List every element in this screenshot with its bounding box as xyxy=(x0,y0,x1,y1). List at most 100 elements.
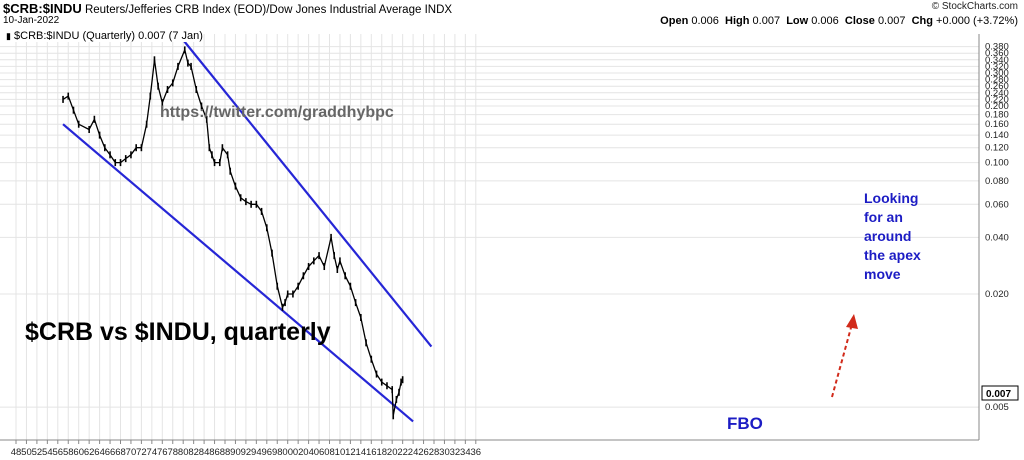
x-tick-label: 80 xyxy=(178,447,189,458)
open-value: 0.006 xyxy=(691,15,719,27)
apex-line-4: the apex xyxy=(864,247,921,263)
close-label: Close xyxy=(844,15,875,27)
x-tick-label: 30 xyxy=(439,447,450,458)
y-tick-label: 0.320 xyxy=(985,61,1009,72)
y-tick-label: 0.080 xyxy=(985,176,1009,187)
x-tick-label: 22 xyxy=(397,447,408,458)
x-tick-label: 76 xyxy=(157,447,168,458)
x-tick-label: 34 xyxy=(460,447,471,458)
symbol: $CRB:$INDU xyxy=(3,1,82,16)
y-axis-ticks: 0.3800.3600.3400.3200.3000.2800.2600.240… xyxy=(985,42,1009,414)
chg-label: Chg xyxy=(911,15,933,27)
trendline xyxy=(182,39,433,348)
x-tick-label: 58 xyxy=(63,447,74,458)
low-label: Low xyxy=(786,15,809,27)
x-tick-label: 96 xyxy=(262,447,273,458)
x-tick-label: 16 xyxy=(366,447,377,458)
x-tick-label: 94 xyxy=(251,447,262,458)
y-tick-label: 0.160 xyxy=(985,119,1009,130)
close-value: 0.007 xyxy=(877,15,906,27)
symbol-description: Reuters/Jefferies CRB Index (EOD)/Dow Jo… xyxy=(84,4,422,16)
x-tick-label: 90 xyxy=(230,447,241,458)
x-tick-label: 50 xyxy=(21,447,32,458)
x-tick-label: 08 xyxy=(324,447,335,458)
x-tick-label: 84 xyxy=(199,447,210,458)
chart-date: 10-Jan-2022 xyxy=(3,15,60,26)
twitter-watermark: https://twitter.com/graddhybpc xyxy=(160,104,394,121)
gridlines xyxy=(0,34,979,440)
x-axis-ticks: 48 50 52 54 56 58 60 62 64 66 68 70 72 74 76 78 80 82 84 86… xyxy=(11,440,481,458)
x-tick-label: 54 xyxy=(42,447,53,458)
x-tick-label: 14 xyxy=(356,447,367,458)
x-tick-label: 74 xyxy=(147,447,158,458)
legend-swatch: ▮ xyxy=(6,31,11,41)
x-tick-label: 62 xyxy=(84,447,95,458)
x-tick-label: 18 xyxy=(376,447,387,458)
x-tick-label: 02 xyxy=(293,447,304,458)
y-tick-label: 0.040 xyxy=(985,232,1009,243)
x-tick-label: 88 xyxy=(220,447,231,458)
low-value: 0.006 xyxy=(811,15,839,27)
y-tick-label: 0.020 xyxy=(985,289,1009,300)
apex-line-1: Looking xyxy=(864,190,918,206)
x-tick-label: 04 xyxy=(303,447,314,458)
close-marker-value: 0.007 xyxy=(986,389,1011,400)
y-tick-label: 0.240 xyxy=(985,88,1009,99)
x-tick-label: 98 xyxy=(272,447,283,458)
fbo-label: FBO xyxy=(727,414,763,433)
y-tick-label: 0.120 xyxy=(985,143,1009,154)
y-tick-label: 0.140 xyxy=(985,130,1009,141)
x-tick-label: 52 xyxy=(32,447,43,458)
high-label: High xyxy=(725,15,750,27)
y-tick-label: 0.340 xyxy=(985,55,1009,66)
apex-arrow xyxy=(831,314,858,398)
trendlines xyxy=(62,39,433,423)
y-tick-label: 0.060 xyxy=(985,199,1009,210)
x-tick-label: 28 xyxy=(429,447,440,458)
x-tick-label: 86 xyxy=(209,447,220,458)
chart-header: $CRB:$INDU Reuters/Jefferies CRB Index (… xyxy=(0,0,1024,34)
series-legend: ▮ $CRB:$INDU (Quarterly) 0.007 (7 Jan) xyxy=(6,30,203,42)
x-tick-label: 56 xyxy=(53,447,64,458)
y-tick-label: 0.300 xyxy=(985,68,1009,79)
exchange: INDX xyxy=(424,4,453,16)
x-tick-label: 24 xyxy=(408,447,419,458)
apex-line-2: for an xyxy=(864,209,903,225)
y-tick-label: 0.180 xyxy=(985,110,1009,121)
chg-value: +0.000 (+3.72%) xyxy=(936,15,1018,27)
apex-line-5: move xyxy=(864,266,901,282)
x-tick-label: 78 xyxy=(167,447,178,458)
legend-text: $CRB:$INDU (Quarterly) 0.007 (7 Jan) xyxy=(14,30,203,42)
main-annotation: $CRB vs $INDU, quarterly xyxy=(25,318,331,346)
apex-annotation: Looking for an around the apex move xyxy=(864,190,921,282)
x-tick-label: 26 xyxy=(418,447,429,458)
x-tick-label: 68 xyxy=(115,447,126,458)
open-label: Open xyxy=(660,15,689,27)
y-tick-label: 0.005 xyxy=(985,402,1009,413)
chart-title: $CRB:$INDU Reuters/Jefferies CRB Index (… xyxy=(3,1,452,16)
stockcharts-watermark: © StockCharts.com xyxy=(931,1,1018,12)
trendline xyxy=(62,123,414,423)
x-tick-label: 92 xyxy=(241,447,252,458)
x-tick-label: 64 xyxy=(94,447,105,458)
price-line xyxy=(62,49,404,417)
price-series xyxy=(62,46,404,420)
x-tick-label: 66 xyxy=(105,447,116,458)
y-tick-label: 0.260 xyxy=(985,81,1009,92)
x-tick-label: 60 xyxy=(73,447,84,458)
arrow-shaft xyxy=(831,323,853,398)
x-tick-label: 70 xyxy=(126,447,137,458)
y-tick-label: 0.380 xyxy=(985,42,1009,53)
x-tick-label: 00 xyxy=(282,447,293,458)
x-tick-label: 20 xyxy=(387,447,398,458)
x-tick-label: 10 xyxy=(335,447,346,458)
x-tick-label: 72 xyxy=(136,447,147,458)
x-tick-label: 36 xyxy=(471,447,482,458)
apex-line-3: around xyxy=(864,228,911,244)
y-tick-label: 0.220 xyxy=(985,94,1009,105)
x-tick-label: 48 xyxy=(11,447,22,458)
x-tick-label: 12 xyxy=(345,447,356,458)
x-tick-label: 06 xyxy=(314,447,325,458)
y-tick-label: 0.200 xyxy=(985,101,1009,112)
